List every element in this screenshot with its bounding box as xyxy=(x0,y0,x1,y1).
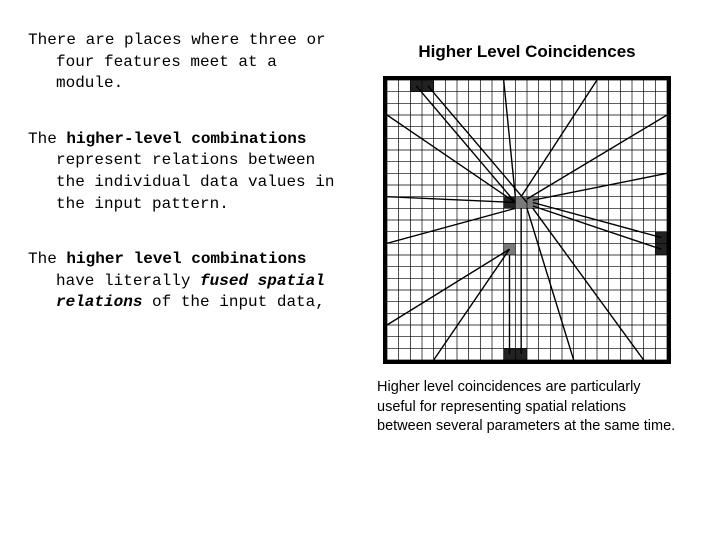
paragraph-2: The higher-level combinations represent … xyxy=(28,129,338,215)
page-root: There are places where three or four fea… xyxy=(0,0,720,540)
text-column: There are places where three or four fea… xyxy=(28,30,354,520)
para3-bold: higher level combinations xyxy=(66,250,306,268)
paragraph-3: The higher level combinations have liter… xyxy=(28,249,338,314)
para2-tail: represent relations between the individu… xyxy=(56,151,334,212)
para2-bold: higher-level combinations xyxy=(66,130,306,148)
paragraph-1: There are places where three or four fea… xyxy=(28,30,338,95)
para2-lead: The xyxy=(28,130,66,148)
coincidence-grid-figure xyxy=(383,76,671,364)
para3-mid: have literally xyxy=(56,272,200,290)
figure-title: Higher Level Coincidences xyxy=(354,42,700,62)
figure-column: Higher Level Coincidences Higher level c… xyxy=(354,30,700,520)
para1-text: There are places where three or four fea… xyxy=(28,31,326,92)
figure-caption: Higher level coincidences are particular… xyxy=(377,378,677,437)
para3-tail: of the input data, xyxy=(142,293,324,311)
grid-svg xyxy=(387,80,667,360)
para3-lead: The xyxy=(28,250,66,268)
